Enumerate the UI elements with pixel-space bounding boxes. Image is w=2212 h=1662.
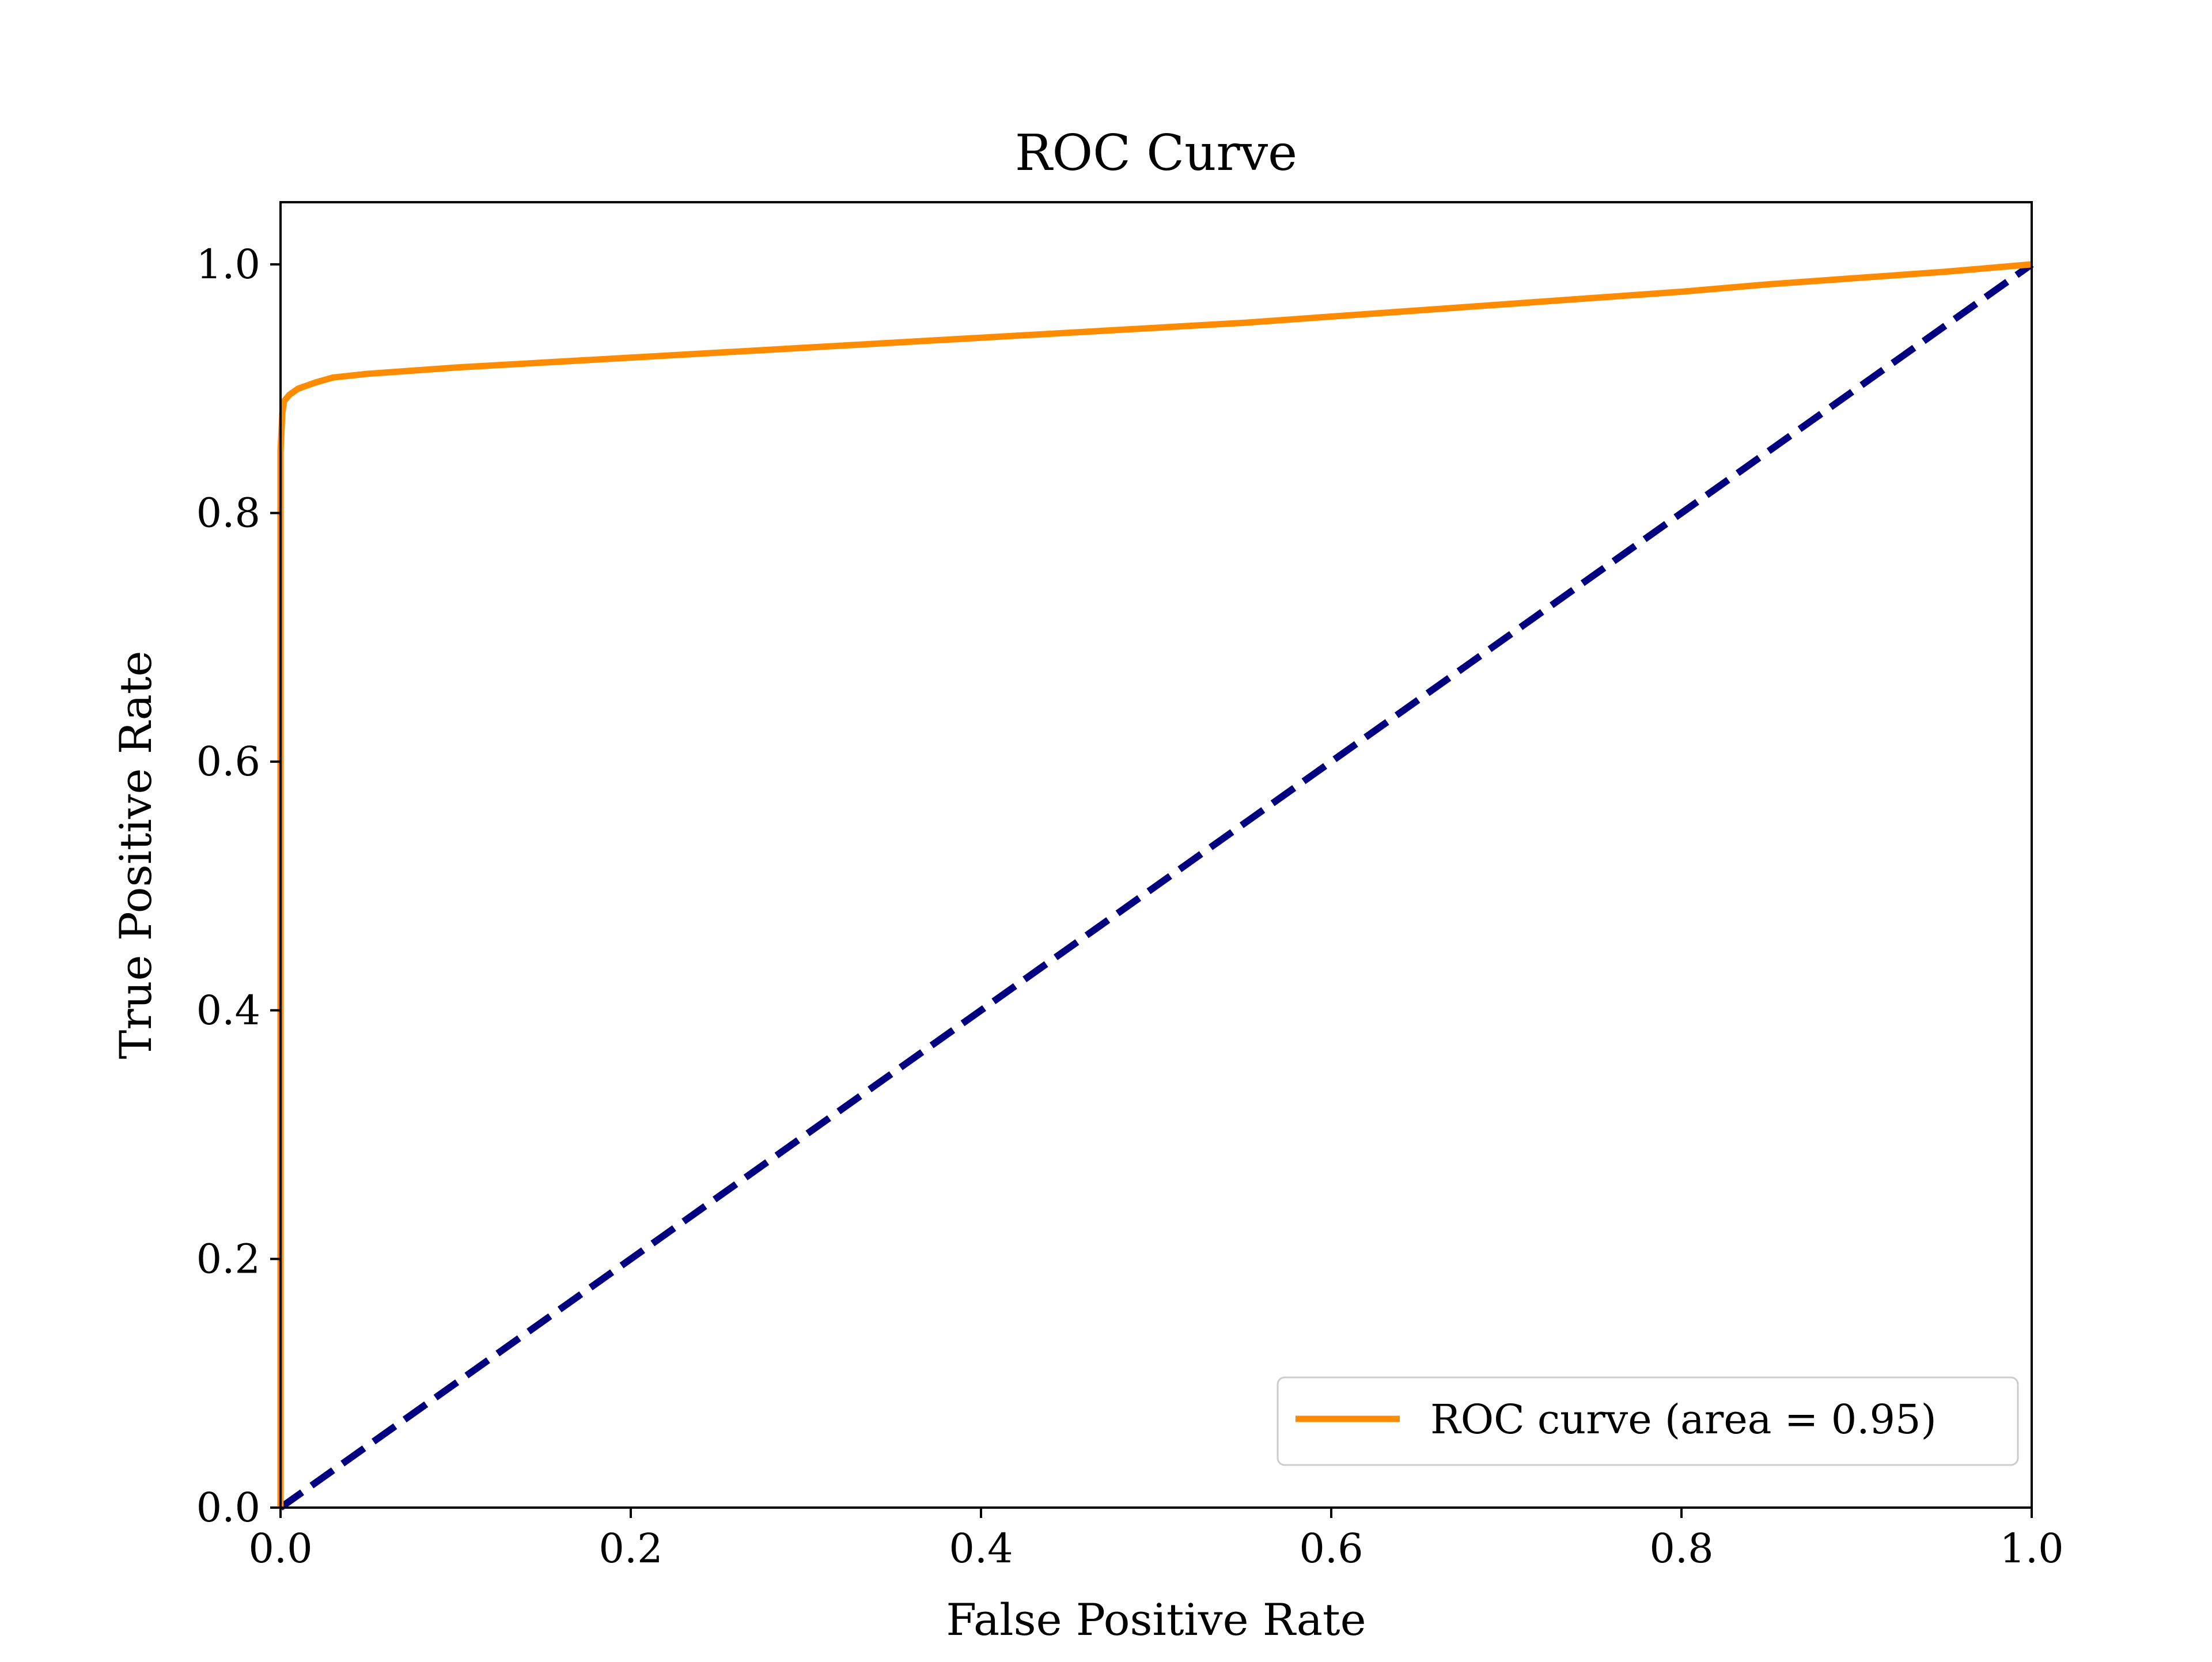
axes-frame [279, 201, 2033, 1509]
plot-area [277, 261, 2034, 1510]
roc-curve-line [277, 261, 2032, 1508]
y-tick-label: 0.8 [196, 490, 260, 537]
x-tick-label: 0.8 [1649, 1525, 1713, 1572]
y-tick-label: 0.0 [196, 1484, 260, 1531]
x-tick-label: 0.4 [949, 1525, 1013, 1572]
y-tick-label: 0.2 [196, 1235, 260, 1282]
y-tick-label: 1.0 [196, 241, 260, 288]
y-axis-label: True Positive Rate [110, 651, 161, 1059]
axis-ticks: 0.0 0.2 0.4 0.6 0.8 1.0 0.0 0.2 0.4 0.6 0.8 1.0 [196, 241, 2064, 1572]
y-tick-label: 0.4 [196, 987, 260, 1034]
y-tick-label: 0.6 [196, 738, 260, 785]
chance-diagonal-line [278, 262, 2034, 1510]
x-tick-label: 1.0 [1999, 1525, 2063, 1572]
chart-title: ROC Curve [1015, 124, 1297, 182]
x-tick-label: 0.6 [1299, 1525, 1363, 1572]
legend: ROC curve (area = 0.95) [1277, 1376, 2019, 1466]
legend-box [1277, 1376, 2019, 1466]
x-axis-label: False Positive Rate [946, 1594, 1366, 1645]
legend-label-roc: ROC curve (area = 0.95) [1430, 1396, 1937, 1443]
x-tick-label: 0.0 [248, 1525, 312, 1572]
x-tick-label: 0.2 [599, 1525, 662, 1572]
